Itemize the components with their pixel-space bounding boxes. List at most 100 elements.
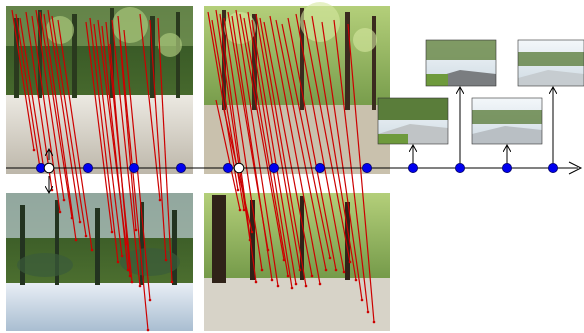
match-line-left-19-endpoint: [148, 298, 152, 302]
match-line-left-15-endpoint: [126, 268, 130, 272]
match-line-right-1: [211, 19, 245, 211]
match-line-right-7: [235, 9, 279, 287]
match-line-left-12: [89, 17, 119, 263]
match-line-left-22-endpoint: [170, 280, 174, 284]
match-line-right-19-endpoint: [342, 270, 346, 274]
match-line-right-2: [215, 9, 251, 241]
thumbnail-1: [377, 97, 449, 145]
match-line-right-10-endpoint: [290, 286, 294, 290]
match-line-left-18: [117, 15, 149, 331]
thumbnail-4: [517, 39, 584, 87]
match-line-left-0: [11, 9, 35, 151]
node-dot-icon: [222, 162, 233, 173]
node-dot-icon: [83, 162, 94, 173]
node-dot-icon: [501, 162, 512, 173]
match-line-right-13-endpoint: [304, 284, 308, 288]
match-line-right-21: [311, 15, 357, 281]
match-line-left-7-endpoint: [74, 238, 78, 242]
node-dot-icon: [548, 162, 559, 173]
node-dot-icon: [407, 162, 418, 173]
match-line-right-22: [321, 21, 363, 301]
match-line-left-3: [25, 11, 53, 191]
match-line-right-4: [223, 17, 263, 271]
match-line-right-6-endpoint: [270, 278, 274, 282]
key-node-ring-icon: [43, 162, 55, 174]
match-line-right-15: [269, 15, 321, 285]
match-line-right-19: [295, 13, 345, 273]
match-line-right-11-endpoint: [294, 282, 298, 286]
thumbnail-3: [471, 97, 543, 145]
match-line-left-9-endpoint: [84, 234, 88, 238]
match-line-left-16-endpoint: [130, 280, 134, 284]
match-line-right-25: [215, 99, 241, 211]
match-line-left-20: [139, 13, 161, 201]
match-line-right-13: [259, 17, 307, 287]
match-line-left-15: [101, 25, 129, 271]
match-line-right-9-endpoint: [286, 274, 290, 278]
timeline-arrow-icon: [568, 161, 583, 175]
node-dot-icon: [314, 162, 325, 173]
match-line-right-26-endpoint: [250, 230, 254, 234]
match-line-right-0-endpoint: [236, 188, 240, 192]
match-line-left-2: [19, 17, 45, 171]
match-line-right-7-endpoint: [276, 284, 280, 288]
match-line-left-21-endpoint: [164, 258, 168, 262]
match-line-right-18: [287, 17, 337, 271]
match-line-left-4-endpoint: [58, 210, 62, 214]
match-line-left-10: [57, 19, 93, 251]
match-line-left-6: [39, 11, 73, 219]
match-line-right-3: [219, 13, 257, 283]
match-line-right-24-endpoint: [372, 320, 376, 324]
thumbnail-2: [425, 39, 497, 87]
match-line-left-12-endpoint: [116, 260, 120, 264]
match-line-right-10: [247, 11, 293, 289]
timeline-nodes: [36, 162, 559, 174]
match-line-right-20-endpoint: [348, 260, 352, 264]
match-line-right-20: [303, 19, 351, 263]
match-line-right-22-endpoint: [360, 298, 364, 302]
match-line-right-14: [263, 21, 313, 277]
match-line-right-16: [275, 19, 327, 271]
feature-match-lines-right: [207, 9, 376, 324]
match-line-left-5-endpoint: [62, 198, 66, 202]
node-dot-icon: [175, 162, 186, 173]
match-line-left-13-endpoint: [120, 254, 124, 258]
match-line-left-8-endpoint: [78, 220, 82, 224]
match-line-left-4: [31, 15, 61, 213]
node-dot-icon: [361, 162, 372, 173]
match-line-left-17-endpoint: [138, 284, 142, 288]
match-line-left-24-endpoint: [128, 274, 132, 278]
match-line-left-23-endpoint: [134, 228, 138, 232]
photo-bottom-left: [6, 193, 193, 331]
match-line-left-9: [51, 15, 87, 237]
match-line-right-21-endpoint: [354, 278, 358, 282]
match-line-left-21: [149, 19, 167, 261]
match-line-left-22: [157, 17, 173, 283]
match-line-right-4-endpoint: [260, 268, 264, 272]
match-line-right-18-endpoint: [334, 268, 338, 272]
match-line-right-0: [207, 11, 239, 191]
match-line-right-12: [255, 13, 301, 271]
photo-bottom-middle: [204, 193, 390, 331]
feature-match-lines-left: [11, 9, 174, 332]
match-line-right-24: [347, 23, 375, 323]
match-line-left-3-endpoint: [50, 188, 54, 192]
match-line-left-0-endpoint: [32, 148, 36, 152]
match-line-right-14-endpoint: [310, 274, 314, 278]
match-line-left-1: [15, 13, 41, 169]
node-dot-icon: [268, 162, 279, 173]
match-line-right-25-endpoint: [238, 208, 242, 212]
match-line-left-23: [119, 39, 137, 231]
photo-top-middle: [204, 2, 390, 174]
match-line-left-8: [47, 9, 81, 223]
match-line-right-6: [231, 15, 273, 281]
match-line-right-23-endpoint: [366, 310, 370, 314]
match-line-left-18-endpoint: [146, 328, 150, 332]
match-line-left-20-endpoint: [158, 198, 162, 202]
node-dot-icon: [128, 162, 139, 173]
match-line-right-12-endpoint: [298, 268, 302, 272]
match-line-left-11-endpoint: [110, 230, 114, 234]
match-line-left-17: [111, 19, 141, 287]
match-line-right-23: [333, 19, 369, 313]
